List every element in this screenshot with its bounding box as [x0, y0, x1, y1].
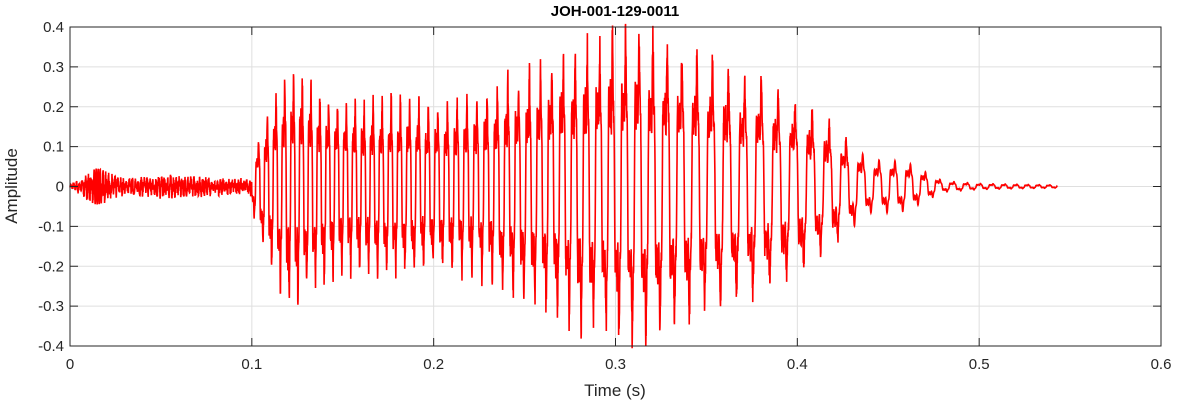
- x-tick-label: 0: [66, 356, 74, 373]
- y-tick-label: -0.2: [38, 258, 64, 275]
- chart-title: JOH-001-129-0011: [551, 3, 679, 20]
- x-tick-label: 0.6: [1151, 356, 1172, 373]
- x-tick-label: 0.5: [969, 356, 990, 373]
- axis-ticks: [69, 26, 1162, 347]
- y-tick-label: 0: [56, 179, 64, 196]
- y-tick-label: 0.3: [43, 59, 64, 76]
- x-tick-label: 0.2: [423, 356, 444, 373]
- series-layer: [69, 23, 1058, 349]
- y-tick-label: -0.4: [38, 338, 64, 355]
- y-tick-labels: -0.4 -0.3 -0.2 -0.1 0 0.1 0.2 0.3 0.4: [38, 19, 64, 355]
- x-tick-labels: 0 0.1 0.2 0.3 0.4 0.5 0.6: [66, 356, 1172, 373]
- waveform-series-line: [69, 23, 1058, 349]
- y-axis-label: Amplitude: [2, 148, 21, 224]
- x-tick-label: 0.3: [605, 356, 626, 373]
- y-tick-label: -0.3: [38, 298, 64, 315]
- x-axis-label: Time (s): [584, 381, 646, 400]
- x-tick-label: 0.4: [787, 356, 808, 373]
- y-tick-label: -0.1: [38, 218, 64, 235]
- y-tick-label: 0.2: [43, 99, 64, 116]
- x-tick-label: 0.1: [241, 356, 262, 373]
- y-tick-label: 0.1: [43, 139, 64, 156]
- y-tick-label: 0.4: [43, 19, 64, 36]
